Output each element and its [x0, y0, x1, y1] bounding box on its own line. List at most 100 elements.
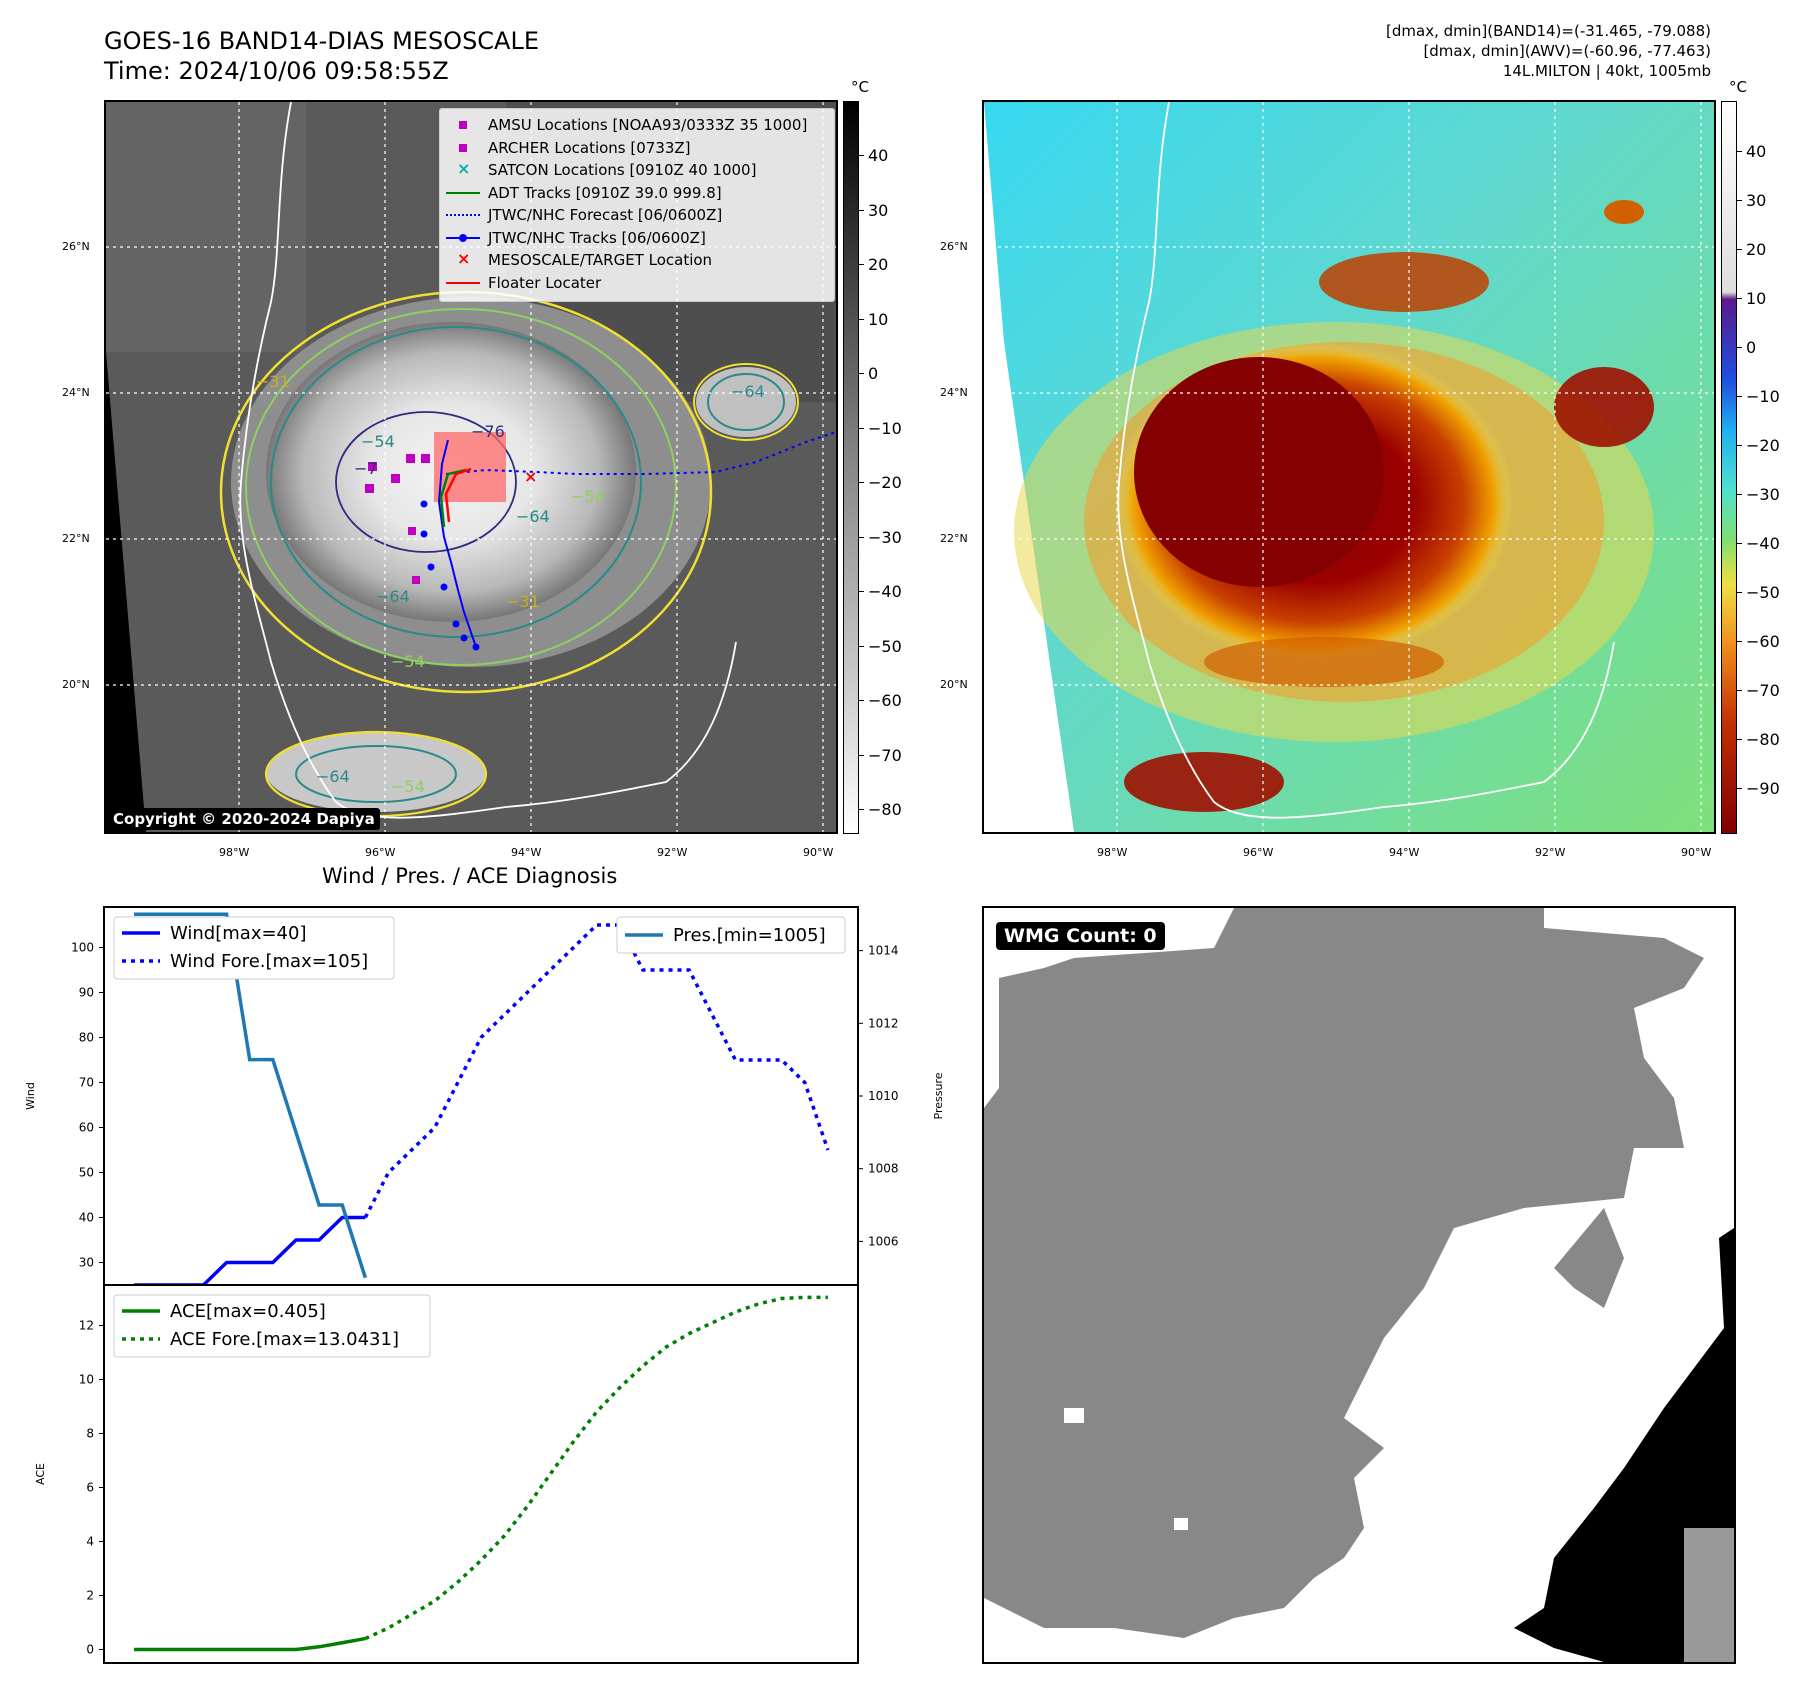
- floater-locater-box: [434, 432, 506, 502]
- series-line: [134, 1636, 366, 1652]
- pressure-ytick-label: 1014: [868, 944, 899, 958]
- diagnosis-title: Wind / Pres. / ACE Diagnosis: [322, 864, 618, 888]
- contour-label: −54: [391, 777, 425, 796]
- amsu-archer-markers: [365, 454, 430, 584]
- colorbar-tick-label: 20: [1746, 240, 1767, 259]
- lon-label: 96°W: [1243, 846, 1274, 859]
- legend-swatch: [446, 115, 480, 135]
- colorbar-tick: [1737, 249, 1742, 250]
- lon-label: 90°W: [803, 846, 834, 859]
- colorbar-tick: [1737, 641, 1742, 642]
- color-coastline: [1117, 102, 1615, 819]
- contour-label: −54: [391, 652, 425, 671]
- legend-swatch: ×: [457, 159, 471, 178]
- wind-ytick-label: 80: [79, 1031, 94, 1045]
- colorbar-tick-label: −10: [868, 418, 902, 438]
- lon-label: 94°W: [511, 846, 542, 859]
- colorbar-tick: [1737, 445, 1742, 446]
- pressure-ylabel: Pressure: [932, 1072, 945, 1119]
- contour-label: −54: [571, 487, 605, 506]
- contour-label: −64: [516, 507, 550, 526]
- contour-label: −31: [506, 592, 540, 611]
- lat-label: 22°N: [62, 532, 90, 545]
- ace-ytick-label: 4: [86, 1535, 94, 1549]
- no-data-region: [106, 352, 146, 832]
- colorbar-tick-label: 0: [1746, 338, 1757, 357]
- legend-item: JTWC/NHC Forecast [06/0600Z]: [446, 205, 722, 225]
- colorbar-tick: [1737, 494, 1742, 495]
- colorbar-tick: [1737, 200, 1742, 201]
- wmg-gray-region: [984, 908, 1704, 1638]
- wind-legend-box: [113, 916, 395, 980]
- target-location-marker: ×: [524, 467, 537, 486]
- legend-label: ARCHER Locations [0733Z]: [488, 138, 691, 157]
- colorbar-tick: [859, 373, 864, 374]
- legend-swatch: ×: [457, 249, 471, 268]
- ace-ytick-label: 10: [79, 1373, 94, 1387]
- ace-ylabel: ACE: [34, 1463, 47, 1485]
- colorbar-tick: [1737, 396, 1742, 397]
- ace-ytick-label: 12: [79, 1319, 94, 1333]
- ace-ytick-label: 0: [86, 1643, 94, 1657]
- eastern-cloud-cluster: [696, 367, 796, 437]
- colorbar-tick: [1737, 298, 1742, 299]
- legend-label: JTWC/NHC Forecast [06/0600Z]: [488, 206, 723, 224]
- map-legend: AMSU Locations [NOAA93/0333Z 35 1000] ARC…: [439, 108, 835, 302]
- contour-label: −64: [376, 587, 410, 606]
- contour-64: [270, 326, 642, 638]
- copyright-badge: Copyright © 2020-2024 Dapiya: [108, 808, 380, 830]
- wind-ylabel: Wind: [24, 1082, 37, 1110]
- colorbar-tick-label: −60: [868, 691, 902, 710]
- colorbar-tick: [1737, 690, 1742, 691]
- legend-label: ACE Fore.[max=13.0431]: [170, 1329, 399, 1350]
- legend-label: ACE[max=0.405]: [170, 1301, 326, 1322]
- legend-label: Pres.[min=1005]: [673, 925, 826, 946]
- info-awv: [dmax, dmin](AWV)=(-60.96, -77.463): [1423, 42, 1711, 60]
- colorbar-tick-label: 40: [868, 146, 889, 165]
- colorbar-tick: [859, 754, 864, 756]
- legend-item: × SATCON Locations [0910Z 40 1000]: [446, 159, 756, 180]
- colorbar-tick-label: 10: [868, 309, 889, 329]
- colorbar-tick-label: −80: [1746, 730, 1780, 749]
- wmg-map: [984, 908, 1734, 1662]
- colorbar-tick-label: 40: [1746, 142, 1767, 161]
- colorbar-tick-label: 30: [868, 200, 889, 220]
- pressure-ytick-label: 1012: [868, 1016, 899, 1030]
- lat-label: 26°N: [940, 240, 968, 253]
- colorbar-left: [843, 101, 859, 834]
- colorbar-tick: [859, 536, 864, 538]
- colorbar-tick-label: 10: [1746, 289, 1767, 308]
- ir-grayscale-map[interactable]: × −31 −76 −54 −64 −64 −64 −31 −54 −64 −5…: [104, 100, 838, 834]
- contour-label: −7: [354, 459, 378, 478]
- colorbar-tick-label: −20: [868, 473, 902, 492]
- figure-time: Time: 2024/10/06 09:58:55Z: [104, 57, 449, 85]
- colorbar-right: [1721, 101, 1737, 834]
- colorbar-tick: [1737, 151, 1742, 152]
- contour-label: −64: [316, 767, 350, 786]
- colorbar-left-unit: °C: [851, 78, 869, 96]
- jtwc-forecast: [445, 431, 836, 475]
- cold-cloud-top: [1134, 357, 1384, 587]
- wmg-panel[interactable]: WMG Count: 0: [982, 906, 1736, 1664]
- colorbar-right-unit: °C: [1729, 78, 1747, 96]
- lat-label: 22°N: [940, 532, 968, 545]
- colorbar-tick: [859, 591, 864, 592]
- colorbar-tick-label: −40: [868, 582, 902, 601]
- adt-track: [439, 468, 467, 528]
- colorbar-tick: [859, 264, 864, 265]
- lon-label: 98°W: [219, 846, 250, 859]
- colorbar-tick: [859, 482, 864, 483]
- lat-label: 26°N: [62, 240, 90, 253]
- legend-item: AMSU Locations [NOAA93/0333Z 35 1000]: [446, 115, 807, 135]
- colorbar-tick-label: −40: [1746, 534, 1780, 553]
- wind-ytick-label: 30: [79, 1256, 94, 1270]
- legend-swatch: [446, 183, 480, 203]
- colorbar-tick: [859, 700, 864, 701]
- ace-legend-box: [113, 1294, 431, 1358]
- wind-ytick-label: 70: [79, 1076, 94, 1090]
- ir-color-map[interactable]: [982, 100, 1716, 834]
- colorbar-tick-label: −80: [868, 800, 902, 819]
- colorbar-tick-label: −90: [1746, 779, 1780, 798]
- lat-label: 24°N: [940, 386, 968, 399]
- storm-info: 14L.MILTON | 40kt, 1005mb: [1502, 62, 1711, 80]
